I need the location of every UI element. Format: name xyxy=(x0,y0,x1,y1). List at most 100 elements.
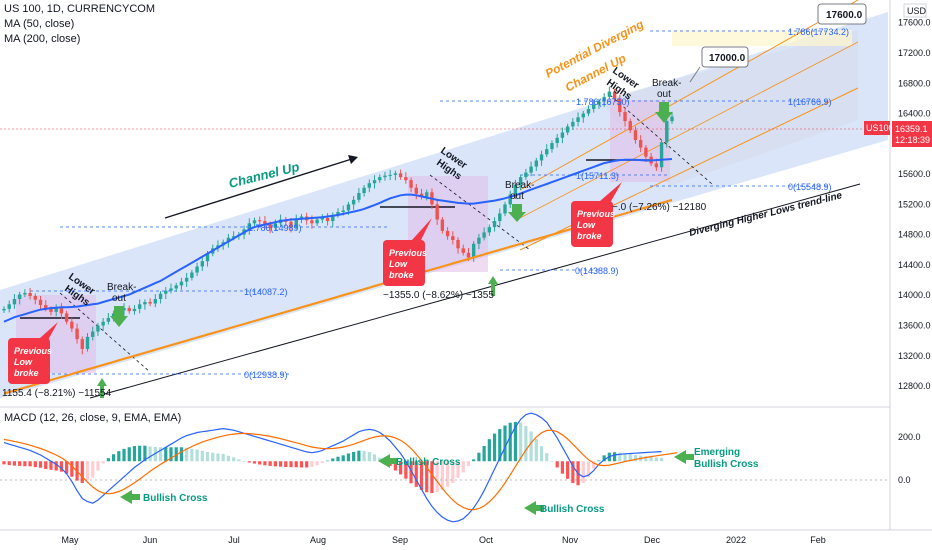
histogram-bar xyxy=(289,461,293,468)
histogram-bar xyxy=(200,450,204,462)
previous-low-1: Previous Low broke xyxy=(8,322,58,384)
histogram-bar xyxy=(23,461,27,467)
histogram-bar xyxy=(404,461,408,479)
candle-body xyxy=(513,184,518,195)
candle-body xyxy=(482,232,486,238)
candle-body xyxy=(179,281,184,286)
price-axis[interactable]: 12800.0 13200.0 13600.0 14000.0 14400.0 14800… xyxy=(898,18,931,391)
histogram-bar xyxy=(132,446,137,462)
histogram-bar xyxy=(111,454,116,462)
time-axis[interactable]: May Jun Jul Aug Sep Oct Nov Dec 2022 Feb xyxy=(61,535,825,545)
candle-body xyxy=(252,220,257,224)
histogram-bar xyxy=(659,457,664,462)
histogram-bar xyxy=(117,451,121,462)
candle-body xyxy=(174,285,178,289)
candle-body xyxy=(383,175,387,178)
candle-body xyxy=(378,177,382,181)
candle-body xyxy=(451,236,455,240)
histogram-bar xyxy=(169,447,173,462)
svg-text:Low: Low xyxy=(577,220,596,230)
histogram-bar xyxy=(33,461,37,468)
candle-body xyxy=(654,163,659,168)
fib-right-top: 1.786(17734.2) xyxy=(788,27,849,37)
histogram-bar xyxy=(524,425,528,462)
time-tick: Jul xyxy=(228,535,240,545)
histogram-bar xyxy=(456,461,460,478)
histogram-bar xyxy=(320,461,324,464)
time-tick: Sep xyxy=(392,535,408,545)
candle-body xyxy=(404,177,408,181)
histogram-bar xyxy=(59,461,64,472)
candle-body xyxy=(612,91,617,99)
candle-body xyxy=(127,308,131,312)
histogram-bar xyxy=(336,456,340,462)
ma200-legend[interactable]: MA (200, close) xyxy=(4,33,81,45)
histogram-bar xyxy=(519,422,523,462)
ma50-legend[interactable]: MA (50, close) xyxy=(4,18,75,30)
breakout-1: Break-out xyxy=(107,282,136,327)
time-tick: 2022 xyxy=(726,535,746,545)
histogram-bar xyxy=(414,461,418,487)
histogram-bar xyxy=(49,461,53,470)
histogram-bar xyxy=(195,449,199,462)
candle-body xyxy=(440,219,445,231)
candle-body xyxy=(331,214,335,222)
candle-body xyxy=(7,304,11,309)
svg-text:out: out xyxy=(657,89,671,100)
candle-body xyxy=(158,293,163,300)
candle-body xyxy=(362,187,366,194)
fib-mid-top: 1.786(16750) xyxy=(576,97,630,107)
histogram-bar xyxy=(138,445,142,462)
current-price-badge xyxy=(892,121,932,147)
svg-text:Previous: Previous xyxy=(14,346,52,356)
histogram-bar xyxy=(586,461,591,477)
histogram-bar xyxy=(263,461,267,466)
macd-legend[interactable]: MACD (12, 26, close, 9, EMA, EMA) xyxy=(4,412,182,424)
signal-line xyxy=(3,429,678,511)
fib-levels xyxy=(10,30,830,375)
histogram-bar xyxy=(623,453,627,462)
candle-body xyxy=(91,331,95,337)
candle-body xyxy=(205,253,210,262)
candle-body xyxy=(529,166,533,173)
candle-body xyxy=(555,137,559,144)
histogram-bar xyxy=(242,461,246,462)
candle-body xyxy=(581,113,585,118)
candle-body xyxy=(132,308,137,312)
candle-body xyxy=(571,121,575,127)
candle-body xyxy=(111,313,116,318)
currency-box[interactable] xyxy=(903,3,927,18)
time-tick: Aug xyxy=(310,535,326,545)
candle-body xyxy=(425,192,429,197)
candle-body xyxy=(659,142,664,168)
candle-body xyxy=(592,104,596,110)
candle-body xyxy=(2,308,6,311)
histogram-bar xyxy=(158,447,163,462)
fib-left-mid: 1(14087.2) xyxy=(244,287,288,297)
candle-body xyxy=(503,204,507,214)
histogram-bar xyxy=(85,461,90,481)
histogram-bar xyxy=(96,461,100,471)
candle-body xyxy=(17,294,22,300)
histogram-bar xyxy=(54,461,58,471)
candle-body xyxy=(367,183,372,188)
histogram-bar xyxy=(7,461,11,466)
channel-up-arrow xyxy=(164,157,356,219)
histogram-bar xyxy=(555,461,559,468)
histogram-bar xyxy=(164,447,168,462)
price-tick: 14800.0 xyxy=(898,230,931,240)
histogram-bar xyxy=(179,447,184,462)
candle-body xyxy=(524,172,528,178)
candle-body xyxy=(44,305,48,309)
candle-body xyxy=(33,295,38,300)
histogram-bar xyxy=(545,453,549,462)
histogram-bar xyxy=(205,451,210,462)
candle-body xyxy=(164,290,168,294)
candle-body xyxy=(38,299,43,306)
candle-body xyxy=(560,132,565,138)
candle-body xyxy=(320,218,325,220)
candle-body xyxy=(12,299,17,305)
price-tick: 13200.0 xyxy=(898,351,931,361)
candle-body xyxy=(487,227,492,233)
